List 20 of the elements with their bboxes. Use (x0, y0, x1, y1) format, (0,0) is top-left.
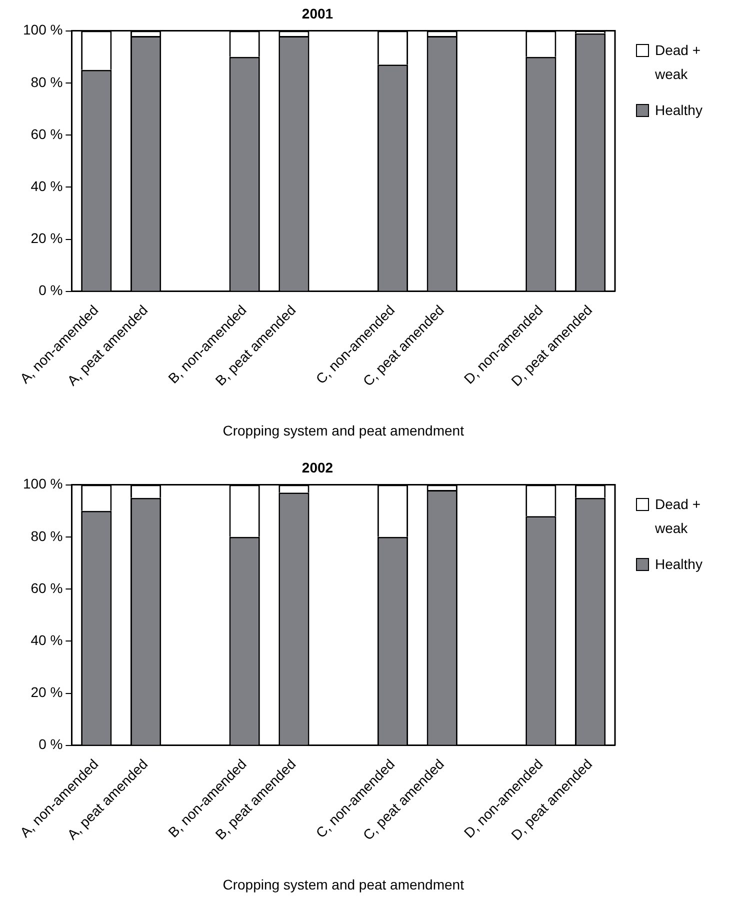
x-axis-title: Cropping system and peat amendment (222, 876, 464, 892)
chart-title: 2001 (302, 5, 334, 22)
y-tick-label: 0 % (38, 736, 63, 752)
y-tick-label: 40 % (30, 632, 63, 648)
x-axis-title: Cropping system and peat amendment (222, 422, 464, 438)
y-tick-label: 100 % (22, 476, 63, 492)
legend-label: Healthy (655, 555, 702, 574)
chart-title: 2002 (302, 459, 334, 476)
y-tick-label: 40 % (30, 178, 63, 194)
text: Dead + weak (655, 495, 702, 538)
y-tick-label: 60 % (30, 580, 63, 596)
legend-label: Healthy (655, 101, 702, 120)
y-tick-label: 100 % (22, 22, 63, 38)
y-tick-label: 20 % (30, 230, 63, 246)
y-tick-label: 0 % (38, 282, 63, 298)
text: Dead + weak (655, 41, 702, 84)
y-tick-label: 20 % (30, 684, 63, 700)
y-tick-label: 80 % (30, 528, 63, 544)
y-tick-label: 80 % (30, 74, 63, 90)
y-tick-label: 60 % (30, 126, 63, 142)
